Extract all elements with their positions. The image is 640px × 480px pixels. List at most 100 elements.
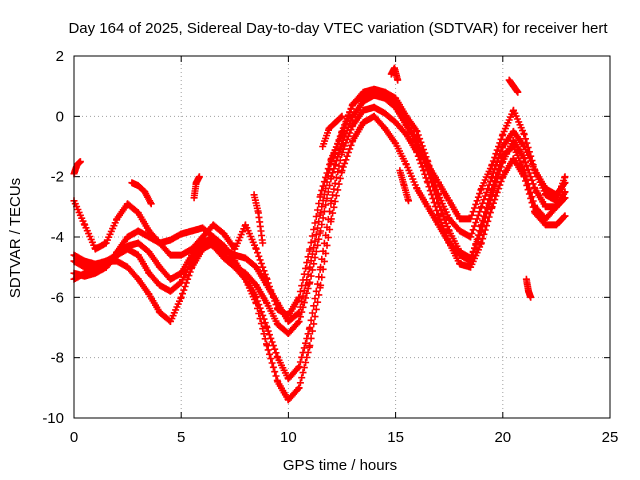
data-point	[297, 296, 301, 299]
data-point	[563, 214, 567, 218]
data-point	[137, 229, 140, 233]
data-point	[512, 157, 515, 160]
data-point	[501, 133, 504, 136]
x-tick-label: 25	[602, 429, 619, 446]
data-point	[83, 265, 86, 269]
data-point	[512, 84, 515, 88]
data-point	[321, 145, 324, 148]
data-point	[265, 344, 269, 347]
data-point	[276, 323, 279, 326]
data-point	[351, 124, 354, 127]
data-point	[198, 175, 201, 178]
data-point	[426, 163, 429, 166]
data-point	[555, 205, 558, 209]
data-point	[480, 223, 483, 227]
data-point	[448, 241, 451, 245]
data-point	[334, 121, 337, 124]
data-point	[169, 278, 172, 281]
plot-frame	[73, 55, 611, 419]
data-point	[308, 326, 312, 329]
data-point	[276, 380, 279, 383]
data-point	[137, 241, 140, 245]
data-point	[340, 133, 344, 136]
series-frag-e	[319, 112, 346, 150]
data-point	[201, 241, 204, 245]
x-axis-label: GPS time / hours	[283, 457, 397, 474]
data-point	[480, 187, 483, 190]
data-point	[212, 223, 215, 227]
data-point	[143, 190, 146, 193]
data-point	[252, 193, 256, 196]
data-point	[169, 320, 172, 323]
data-point	[490, 187, 494, 190]
data-point	[147, 250, 151, 254]
grid	[74, 56, 610, 418]
series-trace-5	[70, 85, 569, 319]
data-point	[276, 356, 279, 359]
data-point	[265, 326, 269, 329]
data-point	[437, 214, 440, 218]
data-point	[405, 133, 408, 136]
data-point	[308, 344, 312, 347]
data-point	[297, 365, 301, 368]
data-point	[426, 181, 429, 184]
data-point	[104, 265, 108, 269]
data-point	[437, 223, 440, 227]
data-point	[362, 91, 365, 94]
data-point	[115, 253, 119, 257]
data-point	[383, 127, 387, 130]
data-point	[147, 229, 151, 233]
data-point	[525, 278, 528, 281]
data-point	[405, 121, 408, 124]
y-tick-label: -10	[42, 410, 64, 427]
series-frag-i	[522, 275, 535, 301]
data-point	[415, 130, 419, 133]
data-point	[233, 259, 236, 263]
data-point	[137, 253, 140, 257]
data-point	[362, 109, 365, 112]
data-point	[501, 145, 504, 148]
data-point	[147, 293, 151, 296]
data-point	[190, 229, 194, 233]
data-point	[458, 262, 462, 266]
series-frag-b	[128, 179, 155, 208]
y-tick-label: -4	[51, 229, 64, 246]
data-point	[94, 247, 97, 251]
data-point	[130, 181, 134, 184]
x-tick-label: 10	[280, 429, 297, 446]
data-point	[523, 169, 526, 172]
data-point	[533, 211, 537, 215]
data-point	[190, 259, 194, 263]
data-point	[512, 109, 515, 112]
y-tick-label: 0	[56, 108, 64, 125]
data-point	[555, 223, 558, 227]
data-point	[469, 217, 472, 221]
data-point	[383, 91, 387, 94]
data-point	[233, 247, 236, 251]
data-point	[330, 175, 333, 178]
data-point	[244, 256, 247, 260]
data-point	[255, 302, 258, 305]
data-point	[104, 259, 108, 263]
data-point	[308, 265, 312, 269]
data-point	[265, 302, 269, 305]
data-point	[83, 223, 86, 227]
data-point	[523, 133, 526, 136]
data-point	[287, 398, 290, 402]
data-point	[147, 235, 151, 239]
data-point	[180, 232, 183, 236]
data-point	[458, 253, 462, 257]
data-point	[544, 193, 547, 196]
data-point	[137, 278, 140, 281]
data-point	[458, 229, 462, 233]
data-point	[222, 253, 226, 257]
data-point	[255, 265, 258, 269]
y-axis-label: SDTVAR / TECUs	[7, 178, 24, 298]
data-point	[180, 253, 183, 257]
data-point	[544, 217, 547, 221]
data-point	[490, 205, 494, 209]
data-point	[351, 139, 354, 142]
data-point	[222, 244, 226, 248]
data-point	[448, 199, 451, 202]
data-point	[563, 190, 567, 193]
